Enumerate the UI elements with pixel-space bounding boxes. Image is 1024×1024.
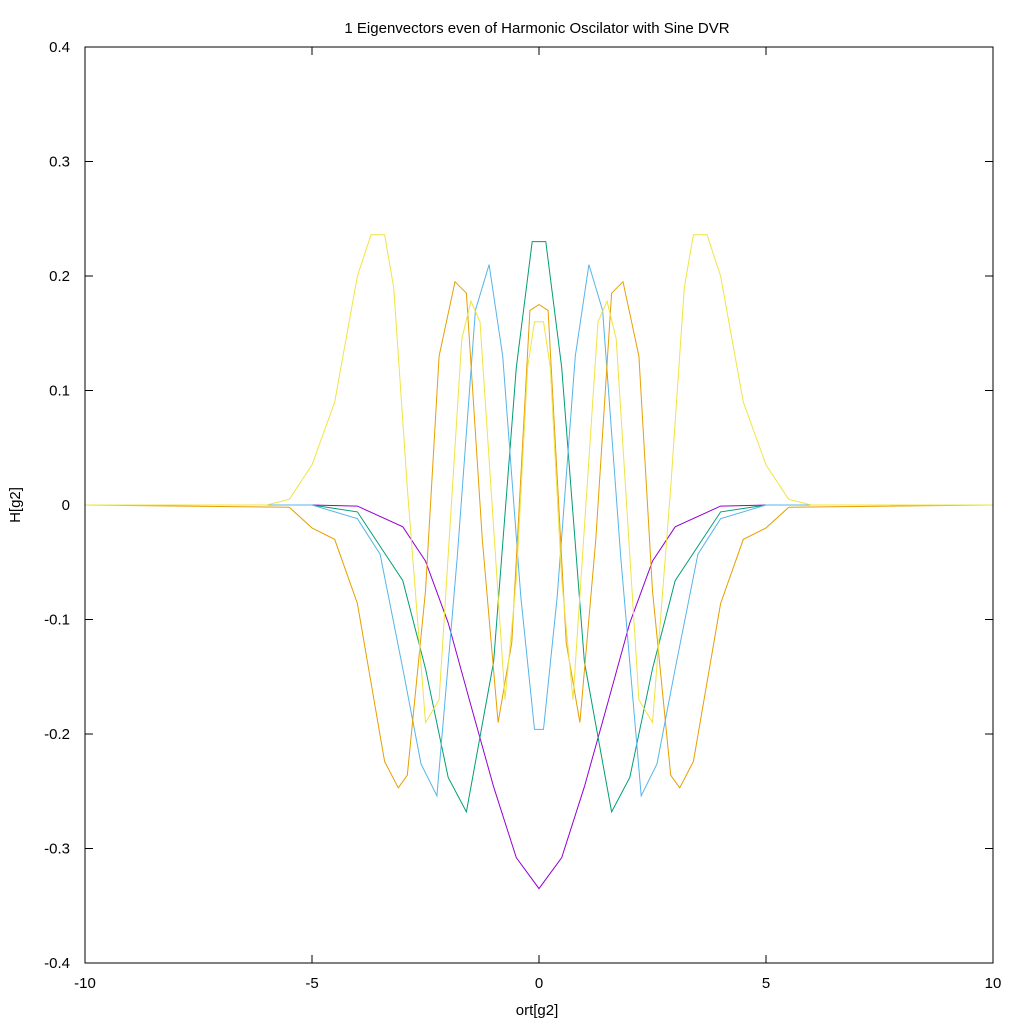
x-tick-label: -10	[74, 975, 96, 992]
x-tick-label: 5	[762, 975, 770, 992]
y-tick-label: -0.2	[44, 726, 70, 743]
x-axis-label: ort[g2]	[516, 1002, 559, 1019]
x-tick-label: 0	[535, 975, 543, 992]
y-tick-label: -0.3	[44, 841, 70, 858]
series-line-1	[85, 504, 993, 890]
series-line-4	[84, 280, 994, 789]
y-tick-label: 0	[62, 497, 70, 514]
y-axis-label: H[g2]	[7, 487, 24, 523]
y-tick-label: 0.2	[49, 268, 70, 285]
y-tick-label: -0.4	[44, 955, 70, 972]
series-line-2	[85, 241, 993, 814]
series-line-5	[85, 234, 993, 725]
y-tick-label: 0.1	[49, 383, 70, 400]
plot-series	[84, 234, 994, 890]
plot-frame	[84, 46, 994, 964]
x-tick-label: 10	[985, 975, 1002, 992]
chart-title: 1 Eigenvectors even of Harmonic Oscilato…	[344, 20, 729, 37]
y-tick-label: 0.4	[49, 39, 70, 56]
y-tick-label: 0.3	[49, 154, 70, 171]
x-tick-label: -5	[305, 975, 318, 992]
y-tick-label: -0.1	[44, 612, 70, 629]
series-line-3	[85, 264, 993, 798]
axis-tick-labels: -10 -5 0 5 10 -0.4 -0.3 -0.2 -0.1 0 0.1 0.2 0.3 0.4	[44, 39, 1001, 992]
